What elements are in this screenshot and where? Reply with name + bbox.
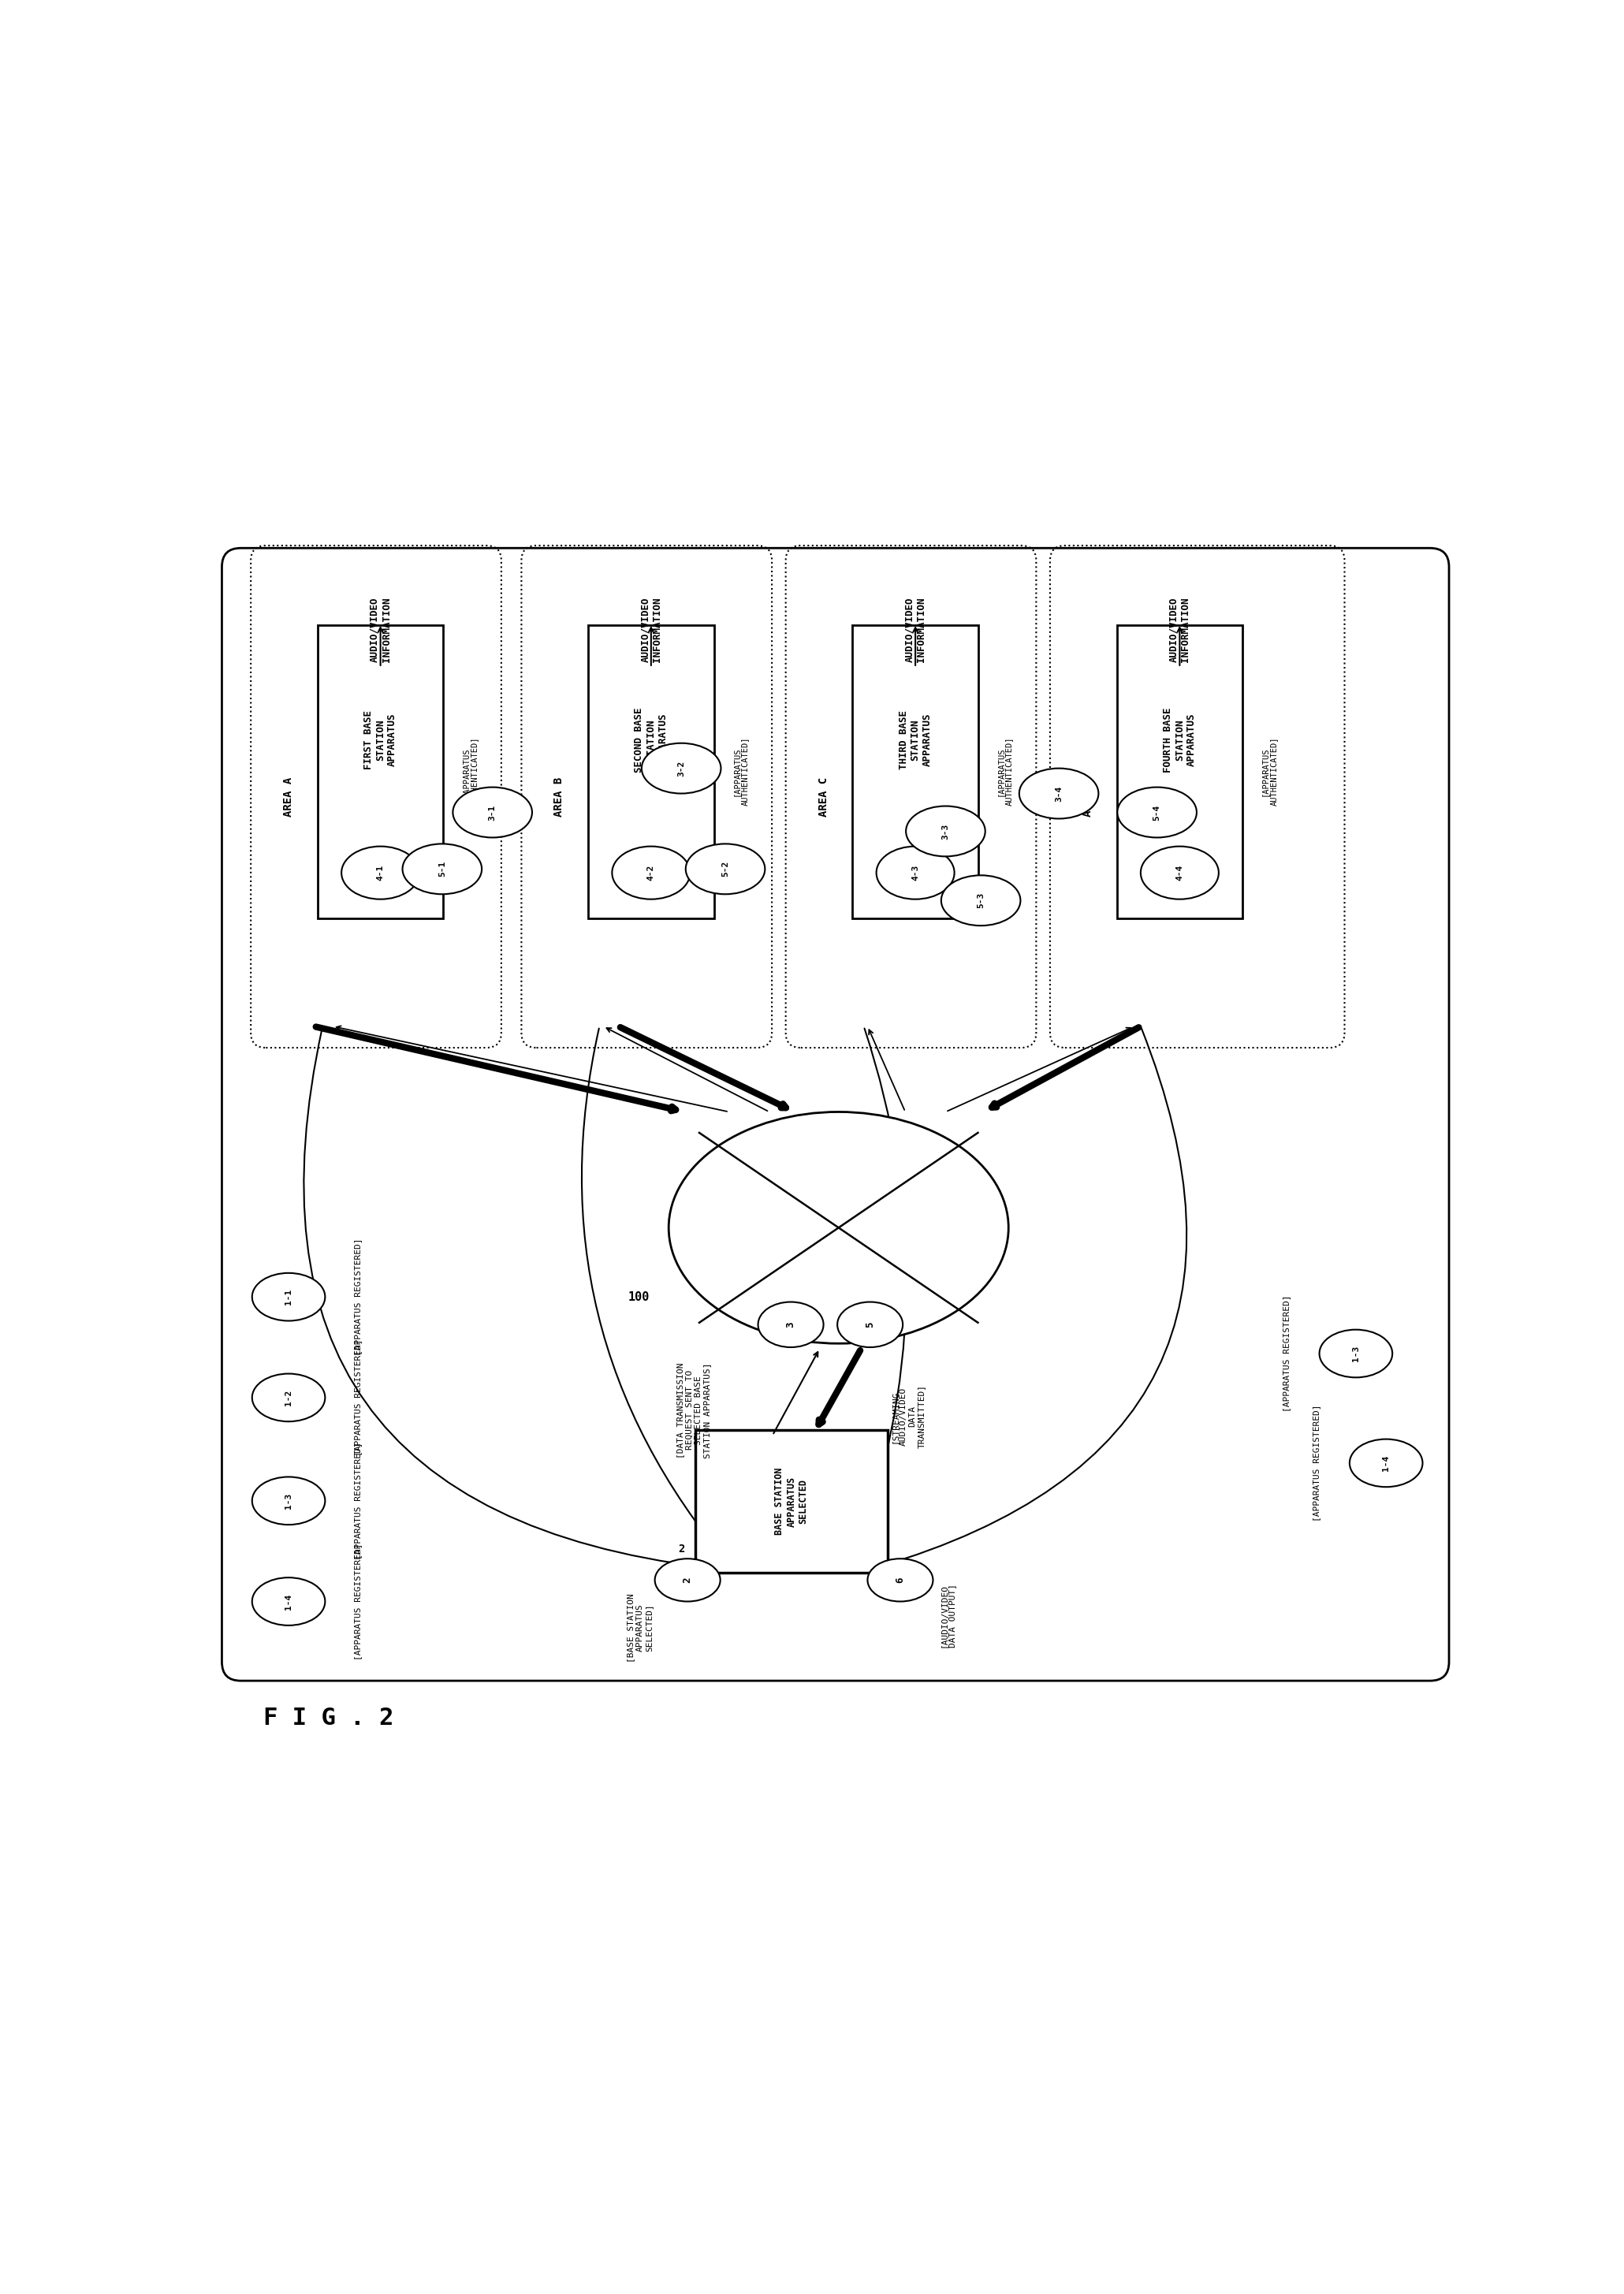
Text: AREA C: AREA C — [818, 778, 828, 817]
Text: 5: 5 — [866, 1321, 875, 1328]
Ellipse shape — [1117, 787, 1197, 837]
Text: 4-4: 4-4 — [1176, 865, 1184, 881]
Text: [APPARATUS REGISTERED]: [APPARATUS REGISTERED] — [354, 1443, 362, 1560]
Text: 1-4: 1-4 — [1382, 1454, 1390, 1470]
Ellipse shape — [252, 1273, 325, 1321]
Text: 5-2: 5-2 — [721, 860, 729, 876]
Text: 3-4: 3-4 — [1056, 785, 1062, 801]
FancyArrowPatch shape — [879, 1028, 1187, 1567]
FancyArrowPatch shape — [304, 1028, 705, 1567]
Ellipse shape — [877, 846, 955, 899]
Ellipse shape — [867, 1558, 934, 1601]
Text: BASE STATION
APPARATUS
SELECTED: BASE STATION APPARATUS SELECTED — [775, 1468, 809, 1535]
Ellipse shape — [942, 876, 1020, 927]
Text: F I G . 2: F I G . 2 — [263, 1707, 395, 1730]
Text: AUDIO/VIDEO
INFORMATION: AUDIO/VIDEO INFORMATION — [640, 596, 663, 663]
Ellipse shape — [252, 1477, 325, 1526]
FancyBboxPatch shape — [588, 624, 715, 918]
Ellipse shape — [252, 1578, 325, 1626]
Ellipse shape — [641, 743, 721, 794]
Text: [APPARATUS REGISTERED]: [APPARATUS REGISTERED] — [354, 1340, 362, 1457]
Text: 2: 2 — [682, 1578, 693, 1583]
Ellipse shape — [1140, 846, 1218, 899]
Ellipse shape — [758, 1303, 823, 1347]
Text: AUDIO/VIDEO
INFORMATION: AUDIO/VIDEO INFORMATION — [369, 596, 391, 663]
Ellipse shape — [1020, 768, 1098, 819]
Ellipse shape — [403, 844, 482, 895]
Text: SECOND BASE
STATION
APPARATUS: SECOND BASE STATION APPARATUS — [633, 707, 667, 773]
Text: AUDIO/VIDEO
INFORMATION: AUDIO/VIDEO INFORMATION — [1169, 596, 1190, 663]
FancyArrowPatch shape — [581, 1028, 731, 1567]
Text: AREA A: AREA A — [283, 778, 294, 817]
FancyBboxPatch shape — [853, 624, 978, 918]
FancyBboxPatch shape — [1117, 624, 1242, 918]
Ellipse shape — [252, 1374, 325, 1422]
Text: [APPARATUS
AUTHENTICATED]: [APPARATUS AUTHENTICATED] — [461, 736, 479, 805]
Text: 4-3: 4-3 — [911, 865, 919, 881]
Text: 4-2: 4-2 — [646, 865, 654, 881]
Ellipse shape — [341, 846, 419, 899]
Text: [DATA TRANSMISSION
REQUEST SENT TO
SELECTED BASE
STATION APPARATUS]: [DATA TRANSMISSION REQUEST SENT TO SELEC… — [676, 1363, 711, 1459]
Text: 1-2: 1-2 — [284, 1390, 292, 1406]
Ellipse shape — [453, 787, 533, 837]
Text: 3: 3 — [786, 1321, 796, 1328]
FancyBboxPatch shape — [318, 624, 443, 918]
Ellipse shape — [654, 1558, 721, 1601]
Text: 100: 100 — [628, 1292, 650, 1303]
Text: 5-3: 5-3 — [978, 892, 984, 908]
Text: 3-2: 3-2 — [677, 759, 685, 775]
Text: [APPARATUS REGISTERED]: [APPARATUS REGISTERED] — [354, 1239, 362, 1356]
Ellipse shape — [1350, 1438, 1423, 1487]
Text: 1-4: 1-4 — [284, 1594, 292, 1610]
Text: FOURTH BASE
STATION
APPARATUS: FOURTH BASE STATION APPARATUS — [1163, 707, 1197, 773]
Text: [AUDIO/VIDEO
DATA OUTPUT]: [AUDIO/VIDEO DATA OUTPUT] — [940, 1583, 957, 1647]
Text: [BASE STATION
APPARATUS
SELECTED]: [BASE STATION APPARATUS SELECTED] — [627, 1594, 653, 1663]
Text: 6: 6 — [895, 1578, 906, 1583]
Text: AREA D: AREA D — [1082, 778, 1093, 817]
Ellipse shape — [838, 1303, 903, 1347]
FancyArrowPatch shape — [853, 1028, 906, 1565]
Ellipse shape — [906, 805, 986, 856]
Text: 2: 2 — [679, 1544, 685, 1555]
Text: 5-4: 5-4 — [1153, 805, 1161, 821]
FancyBboxPatch shape — [695, 1431, 888, 1571]
Text: [APPARATUS
AUTHENTICATED]: [APPARATUS AUTHENTICATED] — [1260, 736, 1278, 805]
Text: 3-1: 3-1 — [489, 805, 497, 821]
Text: [APPARATUS REGISTERED]: [APPARATUS REGISTERED] — [1283, 1296, 1291, 1413]
Text: [APPARATUS
AUTHENTICATED]: [APPARATUS AUTHENTICATED] — [732, 736, 749, 805]
Text: [APPARATUS
AUTHENTICATED]: [APPARATUS AUTHENTICATED] — [996, 736, 1013, 805]
Ellipse shape — [1319, 1331, 1392, 1376]
Text: 4-1: 4-1 — [377, 865, 385, 881]
Text: AREA B: AREA B — [554, 778, 565, 817]
Ellipse shape — [685, 844, 765, 895]
Text: 5-1: 5-1 — [438, 860, 447, 876]
Text: 1-1: 1-1 — [284, 1289, 292, 1305]
Ellipse shape — [612, 846, 690, 899]
Text: FIRST BASE
STATION
APPARATUS: FIRST BASE STATION APPARATUS — [364, 711, 398, 768]
Text: [APPARATUS REGISTERED]: [APPARATUS REGISTERED] — [1312, 1404, 1320, 1521]
Ellipse shape — [669, 1113, 1009, 1344]
Text: [APPARATUS REGISTERED]: [APPARATUS REGISTERED] — [354, 1544, 362, 1661]
Text: 3-3: 3-3 — [942, 824, 950, 840]
Text: [STREAMING
AUDIO/VIDEO
DATA
TRANSMITTED]: [STREAMING AUDIO/VIDEO DATA TRANSMITTED] — [890, 1386, 926, 1448]
Text: THIRD BASE
STATION
APPARATUS: THIRD BASE STATION APPARATUS — [898, 711, 932, 768]
Text: AUDIO/VIDEO
INFORMATION: AUDIO/VIDEO INFORMATION — [905, 596, 926, 663]
Text: 1-3: 1-3 — [284, 1493, 292, 1509]
Text: 1-3: 1-3 — [1351, 1347, 1359, 1363]
